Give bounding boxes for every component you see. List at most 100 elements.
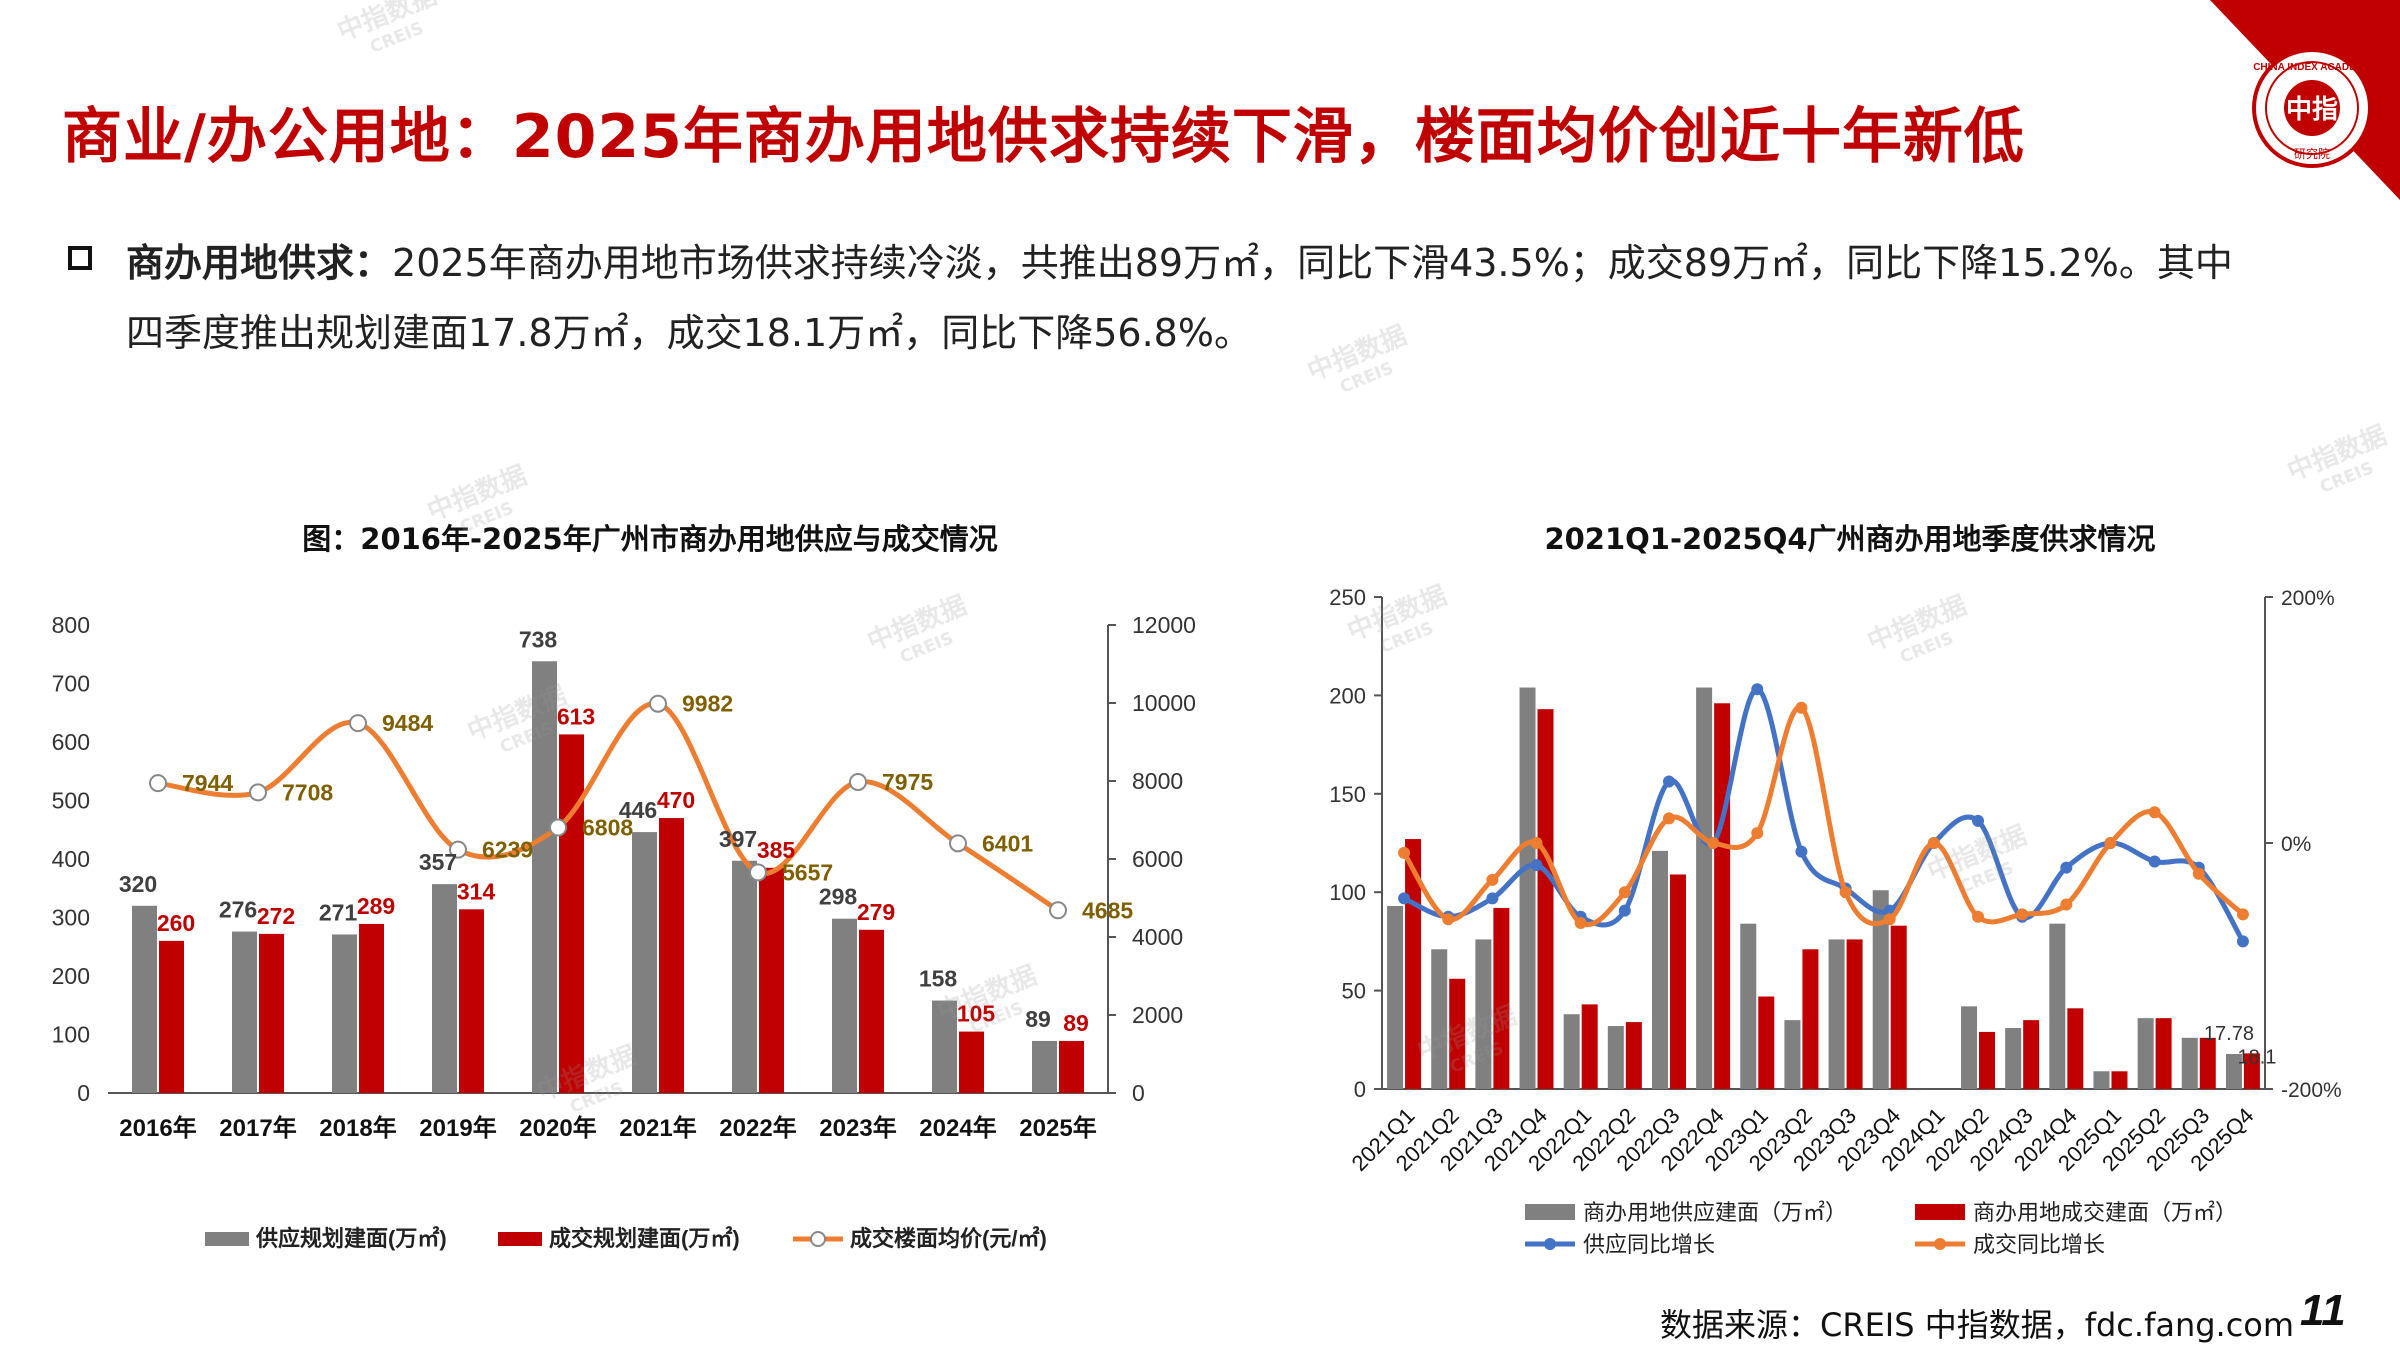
y-tick-label: 250 xyxy=(1329,585,1366,610)
x-tick-label: 2020年 xyxy=(519,1114,596,1142)
price-line xyxy=(157,701,1060,913)
deal-bar xyxy=(2023,1020,2040,1089)
y-tick-label: 700 xyxy=(52,671,90,697)
x-tick-label: 2022年 xyxy=(719,1114,796,1142)
deal-bar xyxy=(559,734,584,1093)
supply-bar xyxy=(1828,939,1845,1089)
y2-tick-label: 4000 xyxy=(1132,924,1183,950)
deal-yoy-point xyxy=(2016,908,2029,921)
last-deal-label: 18.1 xyxy=(2237,1046,2276,1068)
deal-bar xyxy=(259,933,284,1093)
supply-data-label: 276 xyxy=(219,897,257,923)
deal-bar xyxy=(1669,874,1686,1089)
supply-bar xyxy=(1032,1040,1057,1093)
supply-data-label: 320 xyxy=(119,871,157,897)
supply-bar xyxy=(1607,1026,1624,1089)
deal-data-label: 105 xyxy=(957,1001,996,1027)
deal-bar xyxy=(1059,1040,1084,1093)
y2-tick-label: 8000 xyxy=(1132,768,1183,794)
supply-yoy-point xyxy=(1486,892,1499,905)
deal-bar xyxy=(1802,949,1819,1089)
deal-yoy-point xyxy=(2236,908,2249,921)
price-point xyxy=(949,834,967,853)
price-data-label: 6239 xyxy=(482,837,533,863)
supply-data-label: 738 xyxy=(519,626,558,652)
deal-bar xyxy=(2243,1053,2260,1089)
legend-supply-yoy-label: 供应同比增长 xyxy=(1583,1232,1715,1257)
supply-bar xyxy=(1475,939,1492,1089)
deal-yoy-point xyxy=(1398,846,1411,859)
legend-supply-label: 商办用地供应建面（万㎡） xyxy=(1583,1200,1847,1225)
legend-supply-swatch xyxy=(1525,1204,1575,1220)
supply-data-label: 298 xyxy=(819,884,858,910)
supply-bar xyxy=(1651,850,1668,1089)
price-point xyxy=(549,818,567,837)
deal-yoy-point xyxy=(1972,910,1985,923)
watermark: 中指数据 CREIS xyxy=(333,0,441,58)
supply-bar xyxy=(1784,1020,1801,1089)
deal-bar xyxy=(1625,1022,1642,1089)
supply-bar xyxy=(1387,905,1404,1089)
supply-yoy-point xyxy=(1530,859,1543,872)
price-data-label: 7975 xyxy=(882,769,933,795)
supply-bar xyxy=(1696,687,1713,1089)
deal-yoy-point xyxy=(1618,886,1631,899)
deal-yoy-point xyxy=(2060,898,2073,911)
x-tick-label: 2017年 xyxy=(219,1114,296,1142)
legend-supply-swatch xyxy=(205,1232,249,1246)
supply-yoy-point xyxy=(1795,845,1808,858)
deal-bar xyxy=(859,929,884,1093)
supply-bar xyxy=(632,832,657,1093)
x-tick-label: 2018年 xyxy=(319,1114,396,1142)
price-data-label: 9484 xyxy=(382,710,433,736)
deal-bar xyxy=(459,909,484,1093)
y2-tick-label: -200% xyxy=(2281,1079,2342,1102)
supply-yoy-point xyxy=(2236,935,2249,948)
price-point xyxy=(249,783,267,802)
price-data-label: 7708 xyxy=(282,779,333,805)
deal-bar xyxy=(359,923,384,1093)
price-data-label: 4685 xyxy=(1082,897,1133,923)
deal-bar xyxy=(1493,907,1510,1089)
price-data-label: 9982 xyxy=(682,691,733,717)
right-chart: 050100150200250-200%0%200%2021Q12021Q220… xyxy=(1329,585,2342,1257)
supply-data-label: 446 xyxy=(619,797,657,823)
deal-bar xyxy=(1714,703,1731,1089)
deal-bar xyxy=(1890,925,1907,1089)
supply-yoy-point xyxy=(2060,861,2073,874)
supply-bar xyxy=(232,931,257,1093)
y-tick-label: 400 xyxy=(52,846,90,872)
legend-deal-yoy-label: 成交同比增长 xyxy=(1973,1232,2105,1257)
supply-bar xyxy=(1961,1006,1978,1089)
supply-bar xyxy=(2181,1037,2198,1089)
supply-bar xyxy=(132,905,157,1093)
supply-yoy-point xyxy=(2148,855,2161,868)
deal-yoy-point xyxy=(1486,873,1499,886)
deal-bar xyxy=(1581,1004,1598,1089)
deal-yoy-point xyxy=(1927,837,1940,849)
deal-bar xyxy=(759,867,784,1093)
supply-bar xyxy=(532,661,557,1093)
supply-bar xyxy=(1563,1014,1580,1089)
last-supply-label: 17.78 xyxy=(2204,1023,2254,1045)
y2-tick-label: 2000 xyxy=(1132,1002,1183,1028)
deal-bar xyxy=(659,818,684,1093)
y-tick-label: 800 xyxy=(52,612,90,638)
deal-bar xyxy=(1537,709,1554,1089)
supply-yoy-point xyxy=(1751,683,1764,696)
legend-deal-swatch xyxy=(498,1232,542,1246)
deal-data-label: 272 xyxy=(257,903,295,929)
y-tick-label: 100 xyxy=(1329,880,1366,905)
supply-bar xyxy=(1519,687,1536,1089)
y2-tick-label: 10000 xyxy=(1132,690,1196,716)
y-tick-label: 0 xyxy=(77,1080,90,1106)
data-source: 数据来源：CREIS 中指数据，fdc.fang.com xyxy=(1660,1306,2295,1344)
price-point xyxy=(849,772,867,791)
left-chart-title: 图：2016年-2025年广州市商办用地供应与成交情况 xyxy=(302,522,998,556)
logo-top-text: CHINA INDEX ACADEMY xyxy=(2253,62,2371,73)
deal-yoy-point xyxy=(1839,886,1852,899)
deal-yoy-point xyxy=(2148,806,2161,819)
y2-tick-label: 200% xyxy=(2281,587,2335,610)
y2-tick-label: 0% xyxy=(2281,833,2311,856)
slide-title: 商业/办公用地：2025年商办用地供求持续下滑，楼面均价创近十年新低 xyxy=(62,102,2025,172)
